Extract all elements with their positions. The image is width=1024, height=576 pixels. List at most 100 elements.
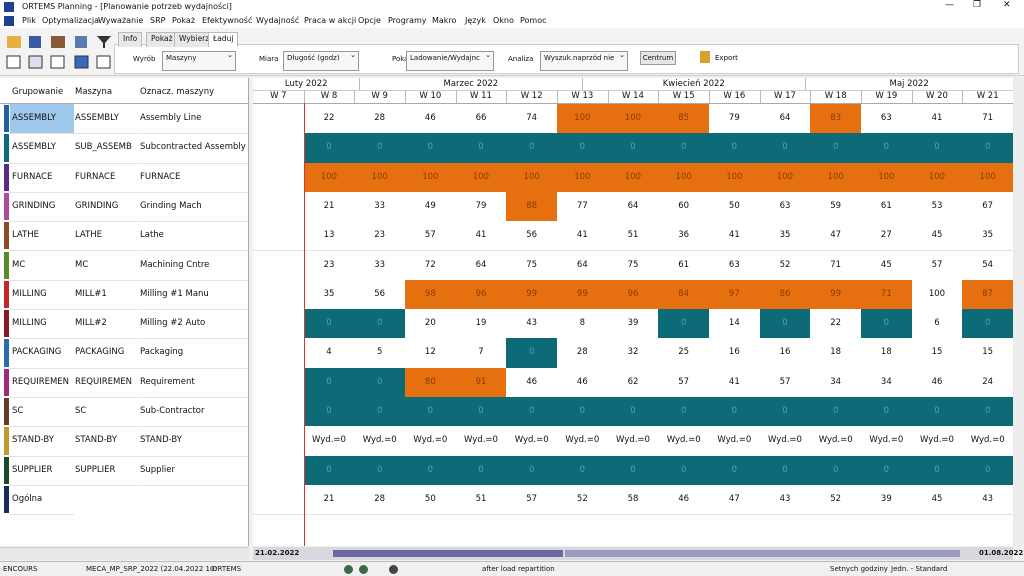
load-cell[interactable]: 51	[607, 221, 660, 252]
load-cell[interactable]: 99	[557, 279, 609, 311]
load-cell[interactable]: Wyd.=0	[962, 426, 1014, 457]
load-cell[interactable]: 15	[962, 338, 1014, 369]
load-cell[interactable]: 77	[557, 191, 609, 223]
load-cell[interactable]: 100	[607, 104, 660, 135]
row-name[interactable]: FURNACE	[138, 163, 248, 193]
load-cell[interactable]: 85	[658, 104, 710, 135]
load-cell[interactable]: 72	[405, 250, 457, 281]
load-cell[interactable]: 0	[759, 397, 812, 428]
load-cell[interactable]: 0	[861, 397, 913, 428]
menu-item[interactable]: Optymalizacja	[42, 16, 100, 25]
load-cell[interactable]: 0	[607, 455, 660, 486]
load-cell[interactable]: 0	[455, 455, 508, 486]
load-cell[interactable]: 0	[861, 309, 913, 340]
row-group[interactable]: SUPPLIER	[10, 456, 74, 486]
load-cell[interactable]: 52	[759, 250, 812, 281]
load-cell[interactable]: 45	[861, 250, 913, 281]
load-cell[interactable]: 0	[709, 397, 761, 428]
load-cell[interactable]: 100	[759, 162, 812, 193]
menu-item[interactable]: Pokaż	[172, 16, 196, 25]
load-cell[interactable]: 23	[303, 250, 356, 281]
load-cell[interactable]: 0	[709, 455, 761, 486]
load-cell[interactable]: 0	[962, 133, 1014, 164]
load-cell[interactable]: 52	[557, 484, 609, 516]
export-button[interactable]: Export	[715, 54, 738, 62]
load-cell[interactable]: 100	[303, 162, 356, 193]
load-cell[interactable]: 71	[861, 279, 913, 311]
row-name[interactable]: Requirement	[138, 368, 248, 398]
load-cell[interactable]: 16	[709, 338, 761, 369]
close-button[interactable]: ✕	[1003, 0, 1011, 10]
load-cell[interactable]: 19	[455, 309, 508, 340]
menu-item[interactable]: Makro	[432, 16, 457, 25]
load-cell[interactable]: 51	[455, 484, 508, 516]
load-cell[interactable]: 46	[506, 367, 558, 398]
load-cell[interactable]: 0	[405, 133, 457, 164]
row-name[interactable]: Milling #1 Manu	[138, 280, 248, 311]
load-cell[interactable]: 41	[455, 221, 508, 252]
load-cell[interactable]: 0	[354, 309, 406, 340]
load-cell[interactable]: 35	[303, 279, 356, 311]
load-cell[interactable]: 56	[354, 279, 406, 311]
load-cell[interactable]: 0	[405, 455, 457, 486]
load-cell[interactable]: 79	[455, 191, 508, 223]
load-cell[interactable]: 0	[506, 338, 558, 369]
load-cell[interactable]: 12	[405, 338, 457, 369]
row-group[interactable]: PACKAGING	[10, 338, 74, 369]
row-name[interactable]: Lathe	[138, 221, 248, 252]
load-cell[interactable]: 0	[607, 133, 660, 164]
load-cell[interactable]: 46	[911, 367, 964, 398]
load-cell[interactable]: 50	[405, 484, 457, 516]
row-machine[interactable]: LATHE	[73, 221, 137, 252]
row-group[interactable]: REQUIREMEN	[10, 368, 74, 398]
row-name[interactable]: Milling #2 Auto	[138, 309, 248, 340]
load-cell[interactable]: 0	[303, 397, 356, 428]
menu-item[interactable]: Opcje	[358, 16, 381, 25]
load-cell[interactable]: 100	[962, 162, 1014, 193]
load-cell[interactable]: 18	[810, 338, 862, 369]
menu-item[interactable]: Plik	[22, 16, 36, 25]
load-cell[interactable]: 79	[709, 104, 761, 135]
row-machine[interactable]: MC	[73, 251, 137, 281]
load-cell[interactable]: Wyd.=0	[303, 426, 356, 457]
load-cell[interactable]: 50	[709, 191, 761, 223]
load-cell[interactable]: 0	[303, 133, 356, 164]
load-cell[interactable]: 33	[354, 191, 406, 223]
load-cell[interactable]: 27	[861, 221, 913, 252]
load-cell[interactable]: 0	[506, 133, 558, 164]
load-cell[interactable]: 0	[810, 397, 862, 428]
load-cell[interactable]: 49	[405, 191, 457, 223]
load-cell[interactable]: 47	[709, 484, 761, 516]
load-cell[interactable]: 86	[759, 279, 812, 311]
load-cell[interactable]: 87	[962, 279, 1014, 311]
row-group[interactable]: GRINDING	[10, 192, 74, 223]
load-cell[interactable]: 84	[658, 279, 710, 311]
load-cell[interactable]: 63	[759, 191, 812, 223]
row-name[interactable]: Machining Cntre	[138, 251, 248, 281]
load-cell[interactable]: 62	[607, 367, 660, 398]
load-cell[interactable]: 75	[506, 250, 558, 281]
load-cell[interactable]: 52	[810, 484, 862, 516]
row-group[interactable]: ASSEMBLY	[10, 104, 74, 135]
row-machine[interactable]: STAND-BY	[73, 426, 137, 457]
load-cell[interactable]: 0	[658, 133, 710, 164]
load-cell[interactable]: 100	[911, 162, 964, 193]
time-scrollbar[interactable]: 21.02.2022 01.08.2022	[253, 547, 1023, 560]
row-machine[interactable]: MILL#2	[73, 309, 137, 340]
tool-e[interactable]	[96, 55, 111, 69]
load-cell[interactable]: 21	[303, 484, 356, 516]
load-cell[interactable]: 54	[962, 250, 1014, 281]
load-cell[interactable]: 28	[354, 484, 406, 516]
scroll-thumb[interactable]	[333, 550, 563, 557]
load-cell[interactable]: 28	[354, 104, 406, 135]
load-cell[interactable]: 14	[709, 309, 761, 340]
load-cell[interactable]: 0	[658, 397, 710, 428]
load-cell[interactable]: 47	[810, 221, 862, 252]
left-scrollbar[interactable]	[0, 547, 249, 560]
menu-item[interactable]: Efektywność	[202, 16, 253, 25]
load-cell[interactable]	[253, 455, 305, 486]
open-icon[interactable]	[7, 36, 21, 48]
menu-item[interactable]: Praca w akcji	[304, 16, 357, 25]
load-cell[interactable]	[253, 133, 305, 164]
load-cell[interactable]: 45	[911, 221, 964, 252]
